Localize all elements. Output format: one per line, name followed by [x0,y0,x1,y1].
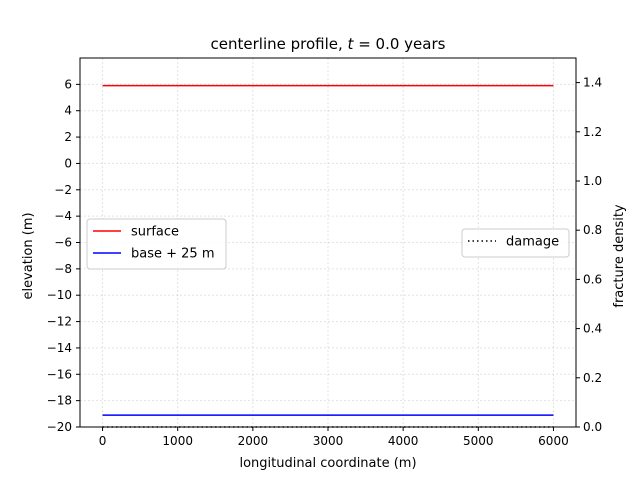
y-axis-label-right: fracture density [612,204,627,308]
chart-title: centerline profile, t = 0.0 years [211,35,446,53]
legend-box [461,228,570,258]
x-tick-label: 2000 [238,434,269,448]
x-tick-label: 0 [99,434,107,448]
x-tick-label: 3000 [313,434,344,448]
legend-label: surface [131,225,179,240]
y-tick-label: −6 [54,236,72,250]
y-tick-label: 6 [64,77,72,91]
y-right-tick-label: 0.8 [583,223,602,237]
y-right-tick-label: 1.0 [583,174,602,188]
x-tick-label: 1000 [162,434,193,448]
y-tick-label: −12 [47,315,72,329]
y-tick-label: −2 [54,183,72,197]
y-right-tick-label: 0.6 [583,272,602,286]
y-right-tick-label: 1.2 [583,125,602,139]
y-tick-label: 4 [64,104,72,118]
y-axis-label: elevation (m) [21,212,36,299]
x-tick-label: 5000 [463,434,494,448]
x-axis: 0 1000 2000 3000 4000 5000 6000 [99,427,569,448]
legend-left: surface base + 25 m [86,218,227,270]
x-tick-label: 4000 [388,434,419,448]
y-right-tick-label: 0.0 [583,420,602,434]
y-tick-label: −14 [47,341,72,355]
y-right-tick-label: 0.2 [583,371,602,385]
y-tick-label: 0 [64,156,72,170]
legend-right: damage [461,228,570,258]
x-axis-label: longitudinal coordinate (m) [239,456,416,471]
y-axis-right: 0.0 0.2 0.4 0.6 0.8 1.0 1.2 1.4 [576,76,602,434]
y-tick-label: 2 [64,130,72,144]
y-tick-label: −16 [47,367,72,381]
legend-box [86,218,227,270]
legend-label: base + 25 m [131,247,214,262]
y-tick-label: −8 [54,262,72,276]
y-right-tick-label: 1.4 [583,76,602,90]
legend-label: damage [506,235,559,250]
y-tick-label: −10 [47,288,72,302]
y-tick-label: −20 [47,420,72,434]
y-tick-label: −4 [54,209,72,223]
y-right-tick-label: 0.4 [583,322,602,336]
x-tick-label: 6000 [538,434,569,448]
y-tick-label: −18 [47,394,72,408]
